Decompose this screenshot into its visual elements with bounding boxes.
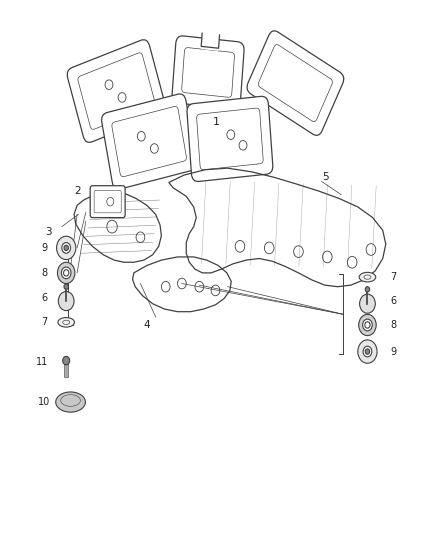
FancyBboxPatch shape: [187, 96, 273, 182]
Circle shape: [57, 236, 76, 260]
Ellipse shape: [58, 318, 74, 327]
Text: 5: 5: [323, 172, 329, 182]
Text: 9: 9: [41, 243, 47, 253]
Circle shape: [61, 267, 71, 279]
Text: 4: 4: [144, 320, 150, 330]
Circle shape: [359, 314, 376, 336]
Circle shape: [365, 287, 370, 292]
Circle shape: [365, 349, 370, 354]
Circle shape: [58, 292, 74, 311]
Bar: [64, 361, 68, 376]
Text: 7: 7: [41, 317, 47, 327]
Bar: [201, 30, 220, 51]
Text: 9: 9: [391, 346, 397, 357]
Circle shape: [64, 245, 68, 251]
Circle shape: [57, 262, 75, 284]
FancyBboxPatch shape: [90, 185, 125, 217]
Text: 6: 6: [41, 293, 47, 303]
Circle shape: [64, 284, 68, 289]
FancyBboxPatch shape: [247, 31, 344, 135]
Circle shape: [360, 294, 375, 313]
Text: 11: 11: [36, 357, 48, 367]
Text: 7: 7: [391, 272, 397, 282]
Circle shape: [363, 319, 372, 331]
Circle shape: [62, 243, 71, 253]
FancyBboxPatch shape: [102, 94, 197, 189]
Ellipse shape: [56, 392, 85, 412]
FancyBboxPatch shape: [67, 40, 166, 142]
Text: 8: 8: [41, 268, 47, 278]
Circle shape: [63, 357, 70, 365]
Text: 3: 3: [46, 227, 52, 237]
Text: 6: 6: [391, 296, 397, 306]
Circle shape: [358, 340, 377, 364]
Text: 2: 2: [74, 186, 81, 196]
Ellipse shape: [359, 272, 376, 282]
Text: 8: 8: [391, 320, 397, 330]
Text: 1: 1: [213, 117, 220, 127]
FancyBboxPatch shape: [172, 36, 244, 109]
Text: 10: 10: [38, 397, 50, 407]
Circle shape: [363, 346, 372, 357]
